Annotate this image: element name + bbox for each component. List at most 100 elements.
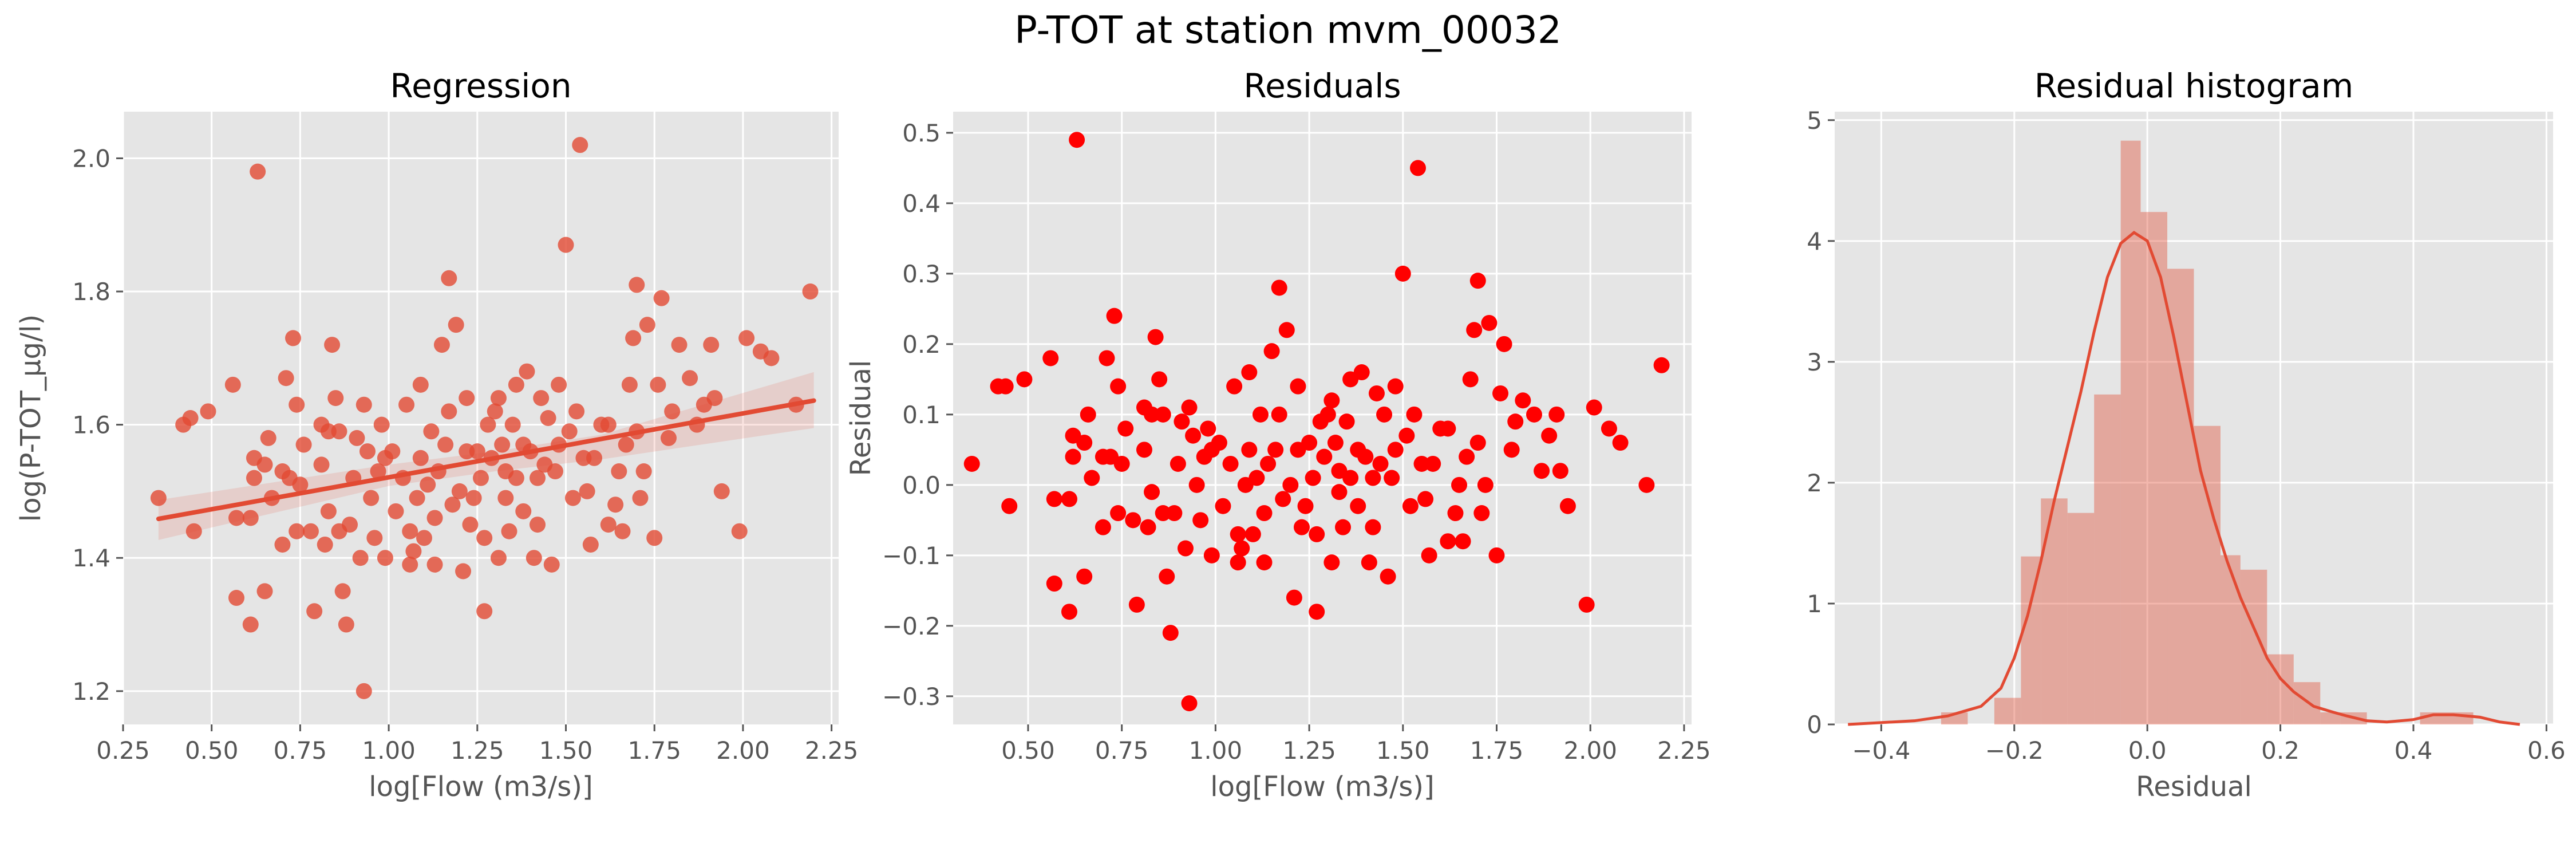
data-point [639,317,655,333]
x-tick-label: 0.50 [185,736,239,765]
data-point [1421,547,1437,564]
y-tick-label: 5 [1807,107,1822,135]
y-tick-label: 0.4 [902,190,941,218]
panel-title: Residual histogram [2034,66,2353,105]
data-point [1503,442,1520,458]
data-point [465,490,482,506]
data-point [1155,406,1171,423]
data-point [313,456,330,473]
data-point [185,523,202,539]
y-tick-label: 1 [1807,590,1822,618]
data-point [1234,540,1250,557]
data-point [260,430,276,446]
data-point [278,370,294,387]
panel-title: Residuals [1243,66,1401,105]
histogram-bar [2140,212,2168,724]
x-axis-label: log[Flow (m3/s)] [1210,771,1434,803]
data-point [292,476,309,493]
panel-title: Regression [390,66,571,105]
data-point [200,403,216,420]
data-point [1252,406,1269,423]
data-point [1106,308,1123,324]
x-tick-label: 0.25 [96,736,150,765]
data-point [324,337,341,353]
data-point [480,416,496,433]
data-point [551,376,567,393]
histogram-bar [2194,425,2221,724]
data-point [246,470,262,486]
data-point [289,396,305,413]
data-point [1469,435,1486,451]
data-point [1507,413,1524,430]
data-point [1099,350,1115,367]
data-point [433,337,450,353]
data-point [504,416,521,433]
data-point [1413,455,1430,472]
data-point [412,376,429,393]
data-point [1181,695,1198,712]
data-point [426,510,443,526]
data-point [682,370,698,387]
data-point [352,550,369,566]
data-point [763,350,780,367]
y-tick-label: 2.0 [72,144,110,172]
data-point [1440,533,1456,550]
data-point [1319,406,1336,423]
data-point [1230,526,1246,542]
data-point [1425,455,1441,472]
data-point [1455,533,1471,550]
data-point [703,337,720,353]
data-point [963,455,980,472]
data-point [1365,519,1381,535]
data-point [274,536,291,553]
x-tick-label: 1.00 [1189,736,1243,765]
data-point [1297,498,1314,514]
data-point [1451,476,1468,493]
histogram-bar [2320,712,2341,724]
data-point [1387,442,1404,458]
x-tick-label: −0.2 [1985,736,2044,765]
data-point [1244,526,1261,542]
data-point [582,536,599,553]
data-point [738,330,755,346]
data-point [1113,455,1130,472]
data-point [1110,378,1127,395]
data-point [1541,427,1558,444]
data-point [1350,498,1366,514]
data-point [373,416,390,433]
data-point [1181,399,1198,416]
histogram-bar [2167,269,2194,724]
y-tick-label: 3 [1807,348,1822,376]
y-tick-label: −0.3 [882,683,941,711]
data-point [334,583,351,600]
histogram-panel: −0.4 −0.2 0.0 0.2 0.4 0.6 0 1 2 3 4 5 Residual histo… [1807,66,2566,803]
data-point [1309,604,1325,620]
histogram-bar [2021,556,2041,724]
histogram-bar [2120,140,2141,725]
data-point [1226,378,1243,395]
histogram-bars [1941,140,2474,725]
y-tick-label: −0.1 [882,542,941,570]
data-point [572,137,588,153]
regression-line [156,398,816,522]
data-point [1065,448,1081,465]
data-point [1552,463,1568,479]
data-point [629,277,645,293]
data-point [405,543,422,559]
data-point [1016,371,1033,388]
data-point [416,530,432,546]
data-point [1159,568,1175,585]
x-tick-label: 1.50 [1376,736,1430,765]
data-point [1342,470,1359,486]
data-point [1417,491,1434,507]
data-point [1462,371,1479,388]
data-point [150,490,167,506]
x-tick-label: 1.25 [451,736,504,765]
data-point [600,416,617,433]
x-tick-label: 1.50 [539,736,593,765]
data-point [1638,476,1655,493]
data-point [1192,512,1209,529]
data-point [1271,406,1287,423]
x-tick-label: 1.75 [627,736,681,765]
